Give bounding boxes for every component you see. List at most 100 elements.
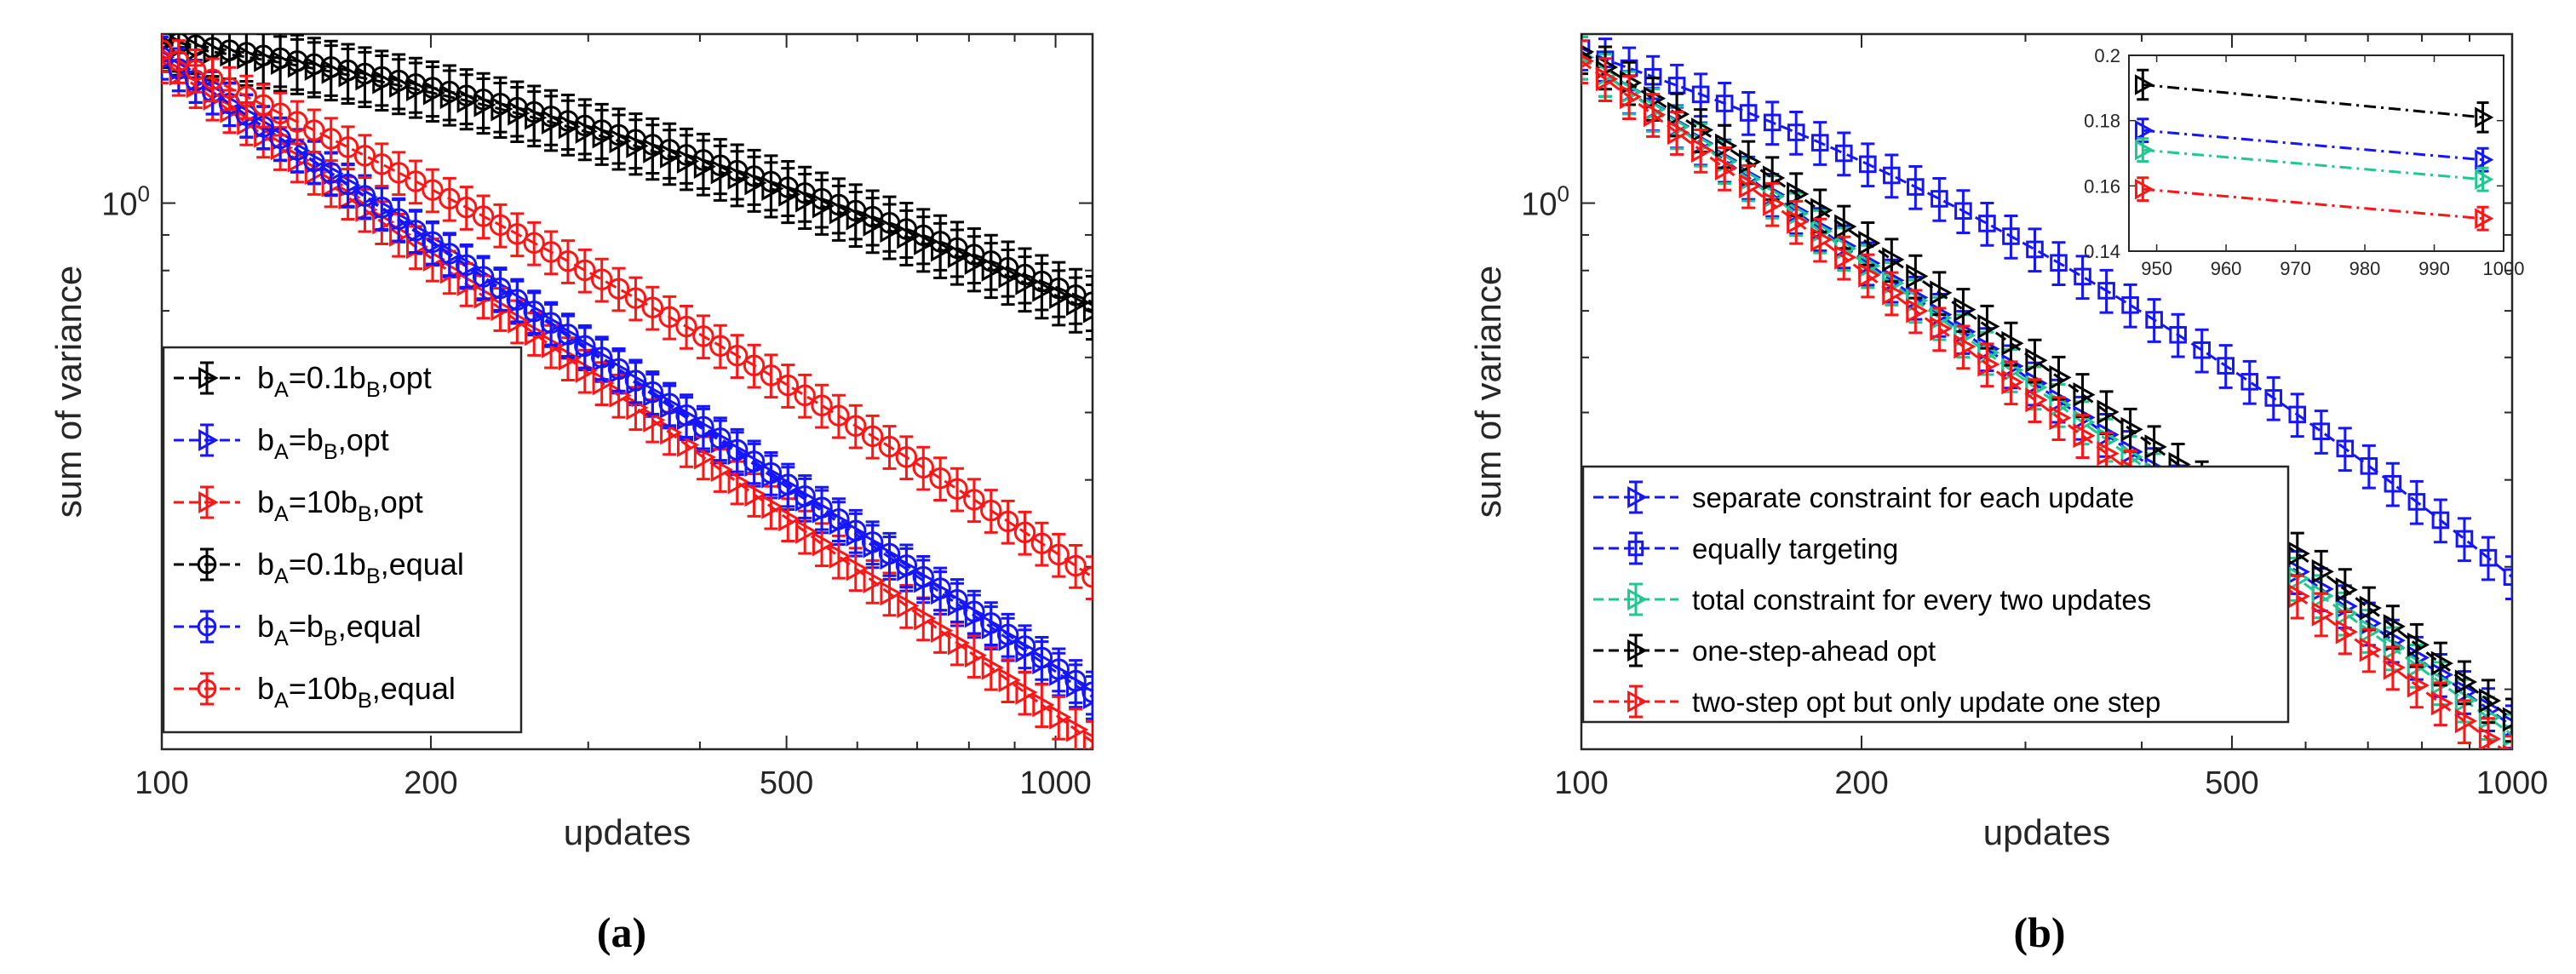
data-point [2383, 614, 2406, 639]
data-point [607, 278, 630, 300]
data-point [336, 136, 359, 158]
data-point [2311, 559, 2334, 584]
legend-item: separate constraint for each update [1593, 480, 2134, 514]
series-1 [1581, 34, 2512, 601]
data-point [692, 325, 714, 347]
data-point [2360, 457, 2378, 475]
legend-label: bA=10bB,opt [257, 484, 423, 526]
legend-label: bA=10bB,equal [257, 671, 456, 713]
data-point [2503, 568, 2512, 587]
data-point [2335, 577, 2358, 603]
data-point [489, 214, 512, 237]
data-point [658, 392, 680, 415]
data-point [286, 50, 308, 72]
data-point [336, 173, 359, 196]
data-point [1013, 521, 1036, 544]
data-point [895, 446, 918, 468]
data-point [1581, 54, 1595, 69]
data-point [1858, 230, 1881, 255]
data-point [2454, 708, 2478, 734]
data-point [2121, 296, 2139, 314]
legend-box [1581, 465, 2290, 724]
data-point [1739, 173, 1762, 198]
data-point [863, 568, 886, 593]
inset-point [2475, 169, 2494, 190]
data-point [1667, 120, 1690, 146]
inset-y-tick-label: 0.14 [2084, 241, 2120, 262]
data-point [1064, 669, 1087, 692]
data-point [2144, 434, 2167, 460]
data-point [880, 581, 903, 606]
data-point [269, 47, 291, 70]
data-point [1810, 134, 1829, 152]
data-layer [1581, 34, 2512, 749]
data-point [1882, 247, 1905, 272]
data-point [2169, 325, 2187, 344]
data-point [303, 53, 325, 75]
data-point [778, 507, 801, 532]
data-point [845, 415, 867, 437]
data-point [1643, 102, 1667, 128]
data-point [2073, 423, 2096, 449]
data-point [1834, 214, 1857, 239]
data-point [235, 85, 258, 108]
data-point [1810, 226, 1833, 252]
data-point [1858, 262, 1881, 288]
data-point [353, 145, 376, 167]
data-point [1931, 190, 1948, 208]
inset-line [2143, 83, 2483, 119]
x-tick-label: 1000 [2476, 765, 2549, 801]
legend-item: one-step-ahead opt [1593, 633, 1936, 667]
data-point [1882, 280, 1905, 306]
data-point [2312, 422, 2331, 440]
data-point [2383, 655, 2406, 680]
x-tick-label: 500 [2205, 765, 2258, 801]
data-point [828, 508, 850, 530]
data-point [947, 630, 971, 656]
panel-caption: (a) [597, 908, 646, 956]
data-point [1082, 298, 1093, 324]
data-point [1930, 280, 1953, 306]
data-point [1787, 181, 1810, 207]
data-point [2311, 601, 2334, 627]
data-point [387, 162, 410, 184]
data-point [1715, 155, 1738, 181]
data-layer [162, 34, 1093, 749]
data-point [963, 489, 985, 511]
inset-area [2128, 54, 2504, 252]
data-point [1064, 554, 1087, 577]
data-point [252, 94, 274, 116]
data-point [1030, 532, 1053, 555]
legend-label: separate constraint for each update [1692, 482, 2134, 513]
data-point [2001, 370, 2024, 395]
data-point [2002, 227, 2020, 245]
data-point [540, 241, 562, 263]
data-point [744, 482, 767, 507]
data-point [812, 531, 835, 557]
inset-plot: 950 960 970 980 990 1000 0.14 0.16 0.18 0.2 [2084, 45, 2524, 279]
data-point [676, 432, 700, 458]
data-point [574, 259, 596, 282]
data-point [2049, 364, 2072, 390]
inset-x-tick-label: 990 [2418, 258, 2450, 279]
data-point [489, 277, 512, 300]
legend-marker [1627, 690, 1648, 713]
data-point [760, 461, 783, 484]
legend-marker [197, 554, 217, 575]
data-point [422, 179, 444, 201]
data-point [963, 600, 985, 622]
series-line [1581, 56, 2512, 728]
inset-series-2 [2134, 137, 2494, 192]
inset-x-tick-label: 1000 [2483, 258, 2525, 279]
data-point [795, 519, 818, 544]
data-point [523, 300, 545, 323]
data-point [1906, 263, 1929, 289]
data-point [1906, 298, 1929, 324]
data-point [998, 667, 1021, 693]
data-point [370, 66, 393, 89]
legend-label: total constraint for every two updates [1692, 584, 2151, 616]
data-point [1907, 178, 1925, 196]
data-point [912, 456, 934, 478]
x-tick-label: 200 [404, 765, 457, 801]
data-point [370, 153, 393, 175]
